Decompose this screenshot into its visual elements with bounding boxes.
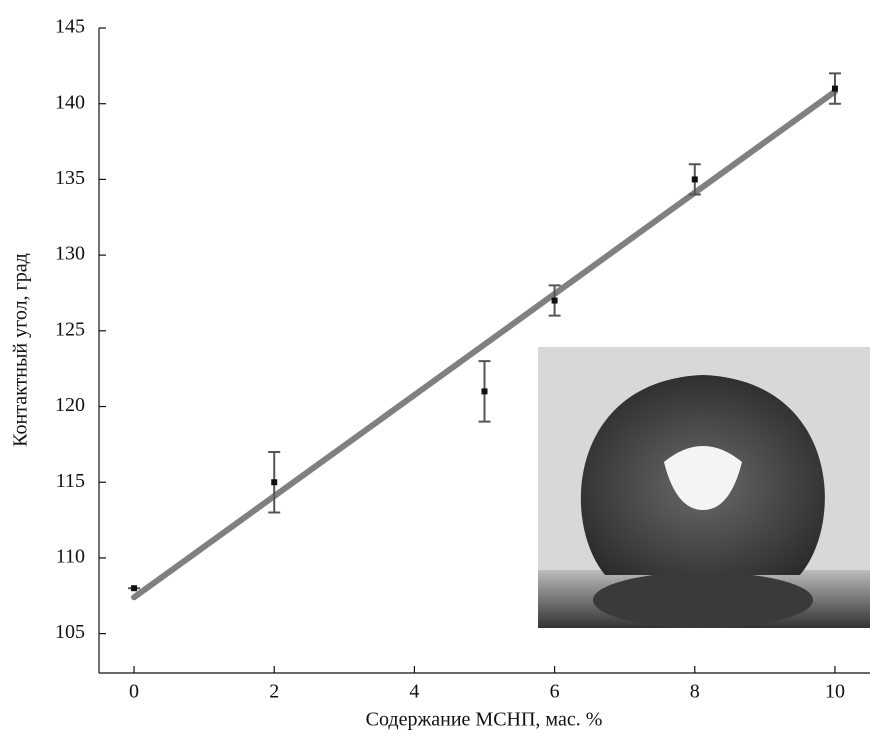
data-point bbox=[131, 585, 138, 592]
data-point bbox=[691, 176, 698, 183]
y-tick-label: 130 bbox=[55, 243, 85, 265]
inset-photo bbox=[538, 347, 870, 628]
y-tick-label: 105 bbox=[55, 621, 85, 643]
data-point bbox=[481, 388, 488, 395]
data-point bbox=[271, 479, 278, 486]
y-tick-label: 135 bbox=[55, 167, 85, 189]
x-axis-label: Содержание МСНП, мас. % bbox=[366, 709, 603, 731]
x-tick-label: 6 bbox=[550, 681, 560, 703]
y-tick-label: 115 bbox=[56, 470, 85, 492]
data-point bbox=[551, 297, 558, 304]
y-tick-label: 110 bbox=[56, 546, 85, 568]
y-tick-label: 145 bbox=[55, 16, 85, 38]
x-tick-label: 0 bbox=[129, 681, 139, 703]
y-tick-label: 120 bbox=[55, 394, 85, 416]
y-tick-label: 125 bbox=[55, 318, 85, 340]
x-tick-label: 8 bbox=[690, 681, 700, 703]
x-tick-label: 10 bbox=[825, 681, 845, 703]
data-point bbox=[831, 85, 838, 92]
x-tick-label: 4 bbox=[409, 681, 419, 703]
y-axis-label: Контактный угол, град bbox=[10, 253, 32, 447]
x-tick-label: 2 bbox=[269, 681, 279, 703]
y-tick-label: 140 bbox=[55, 91, 85, 113]
fit-line bbox=[131, 88, 838, 601]
